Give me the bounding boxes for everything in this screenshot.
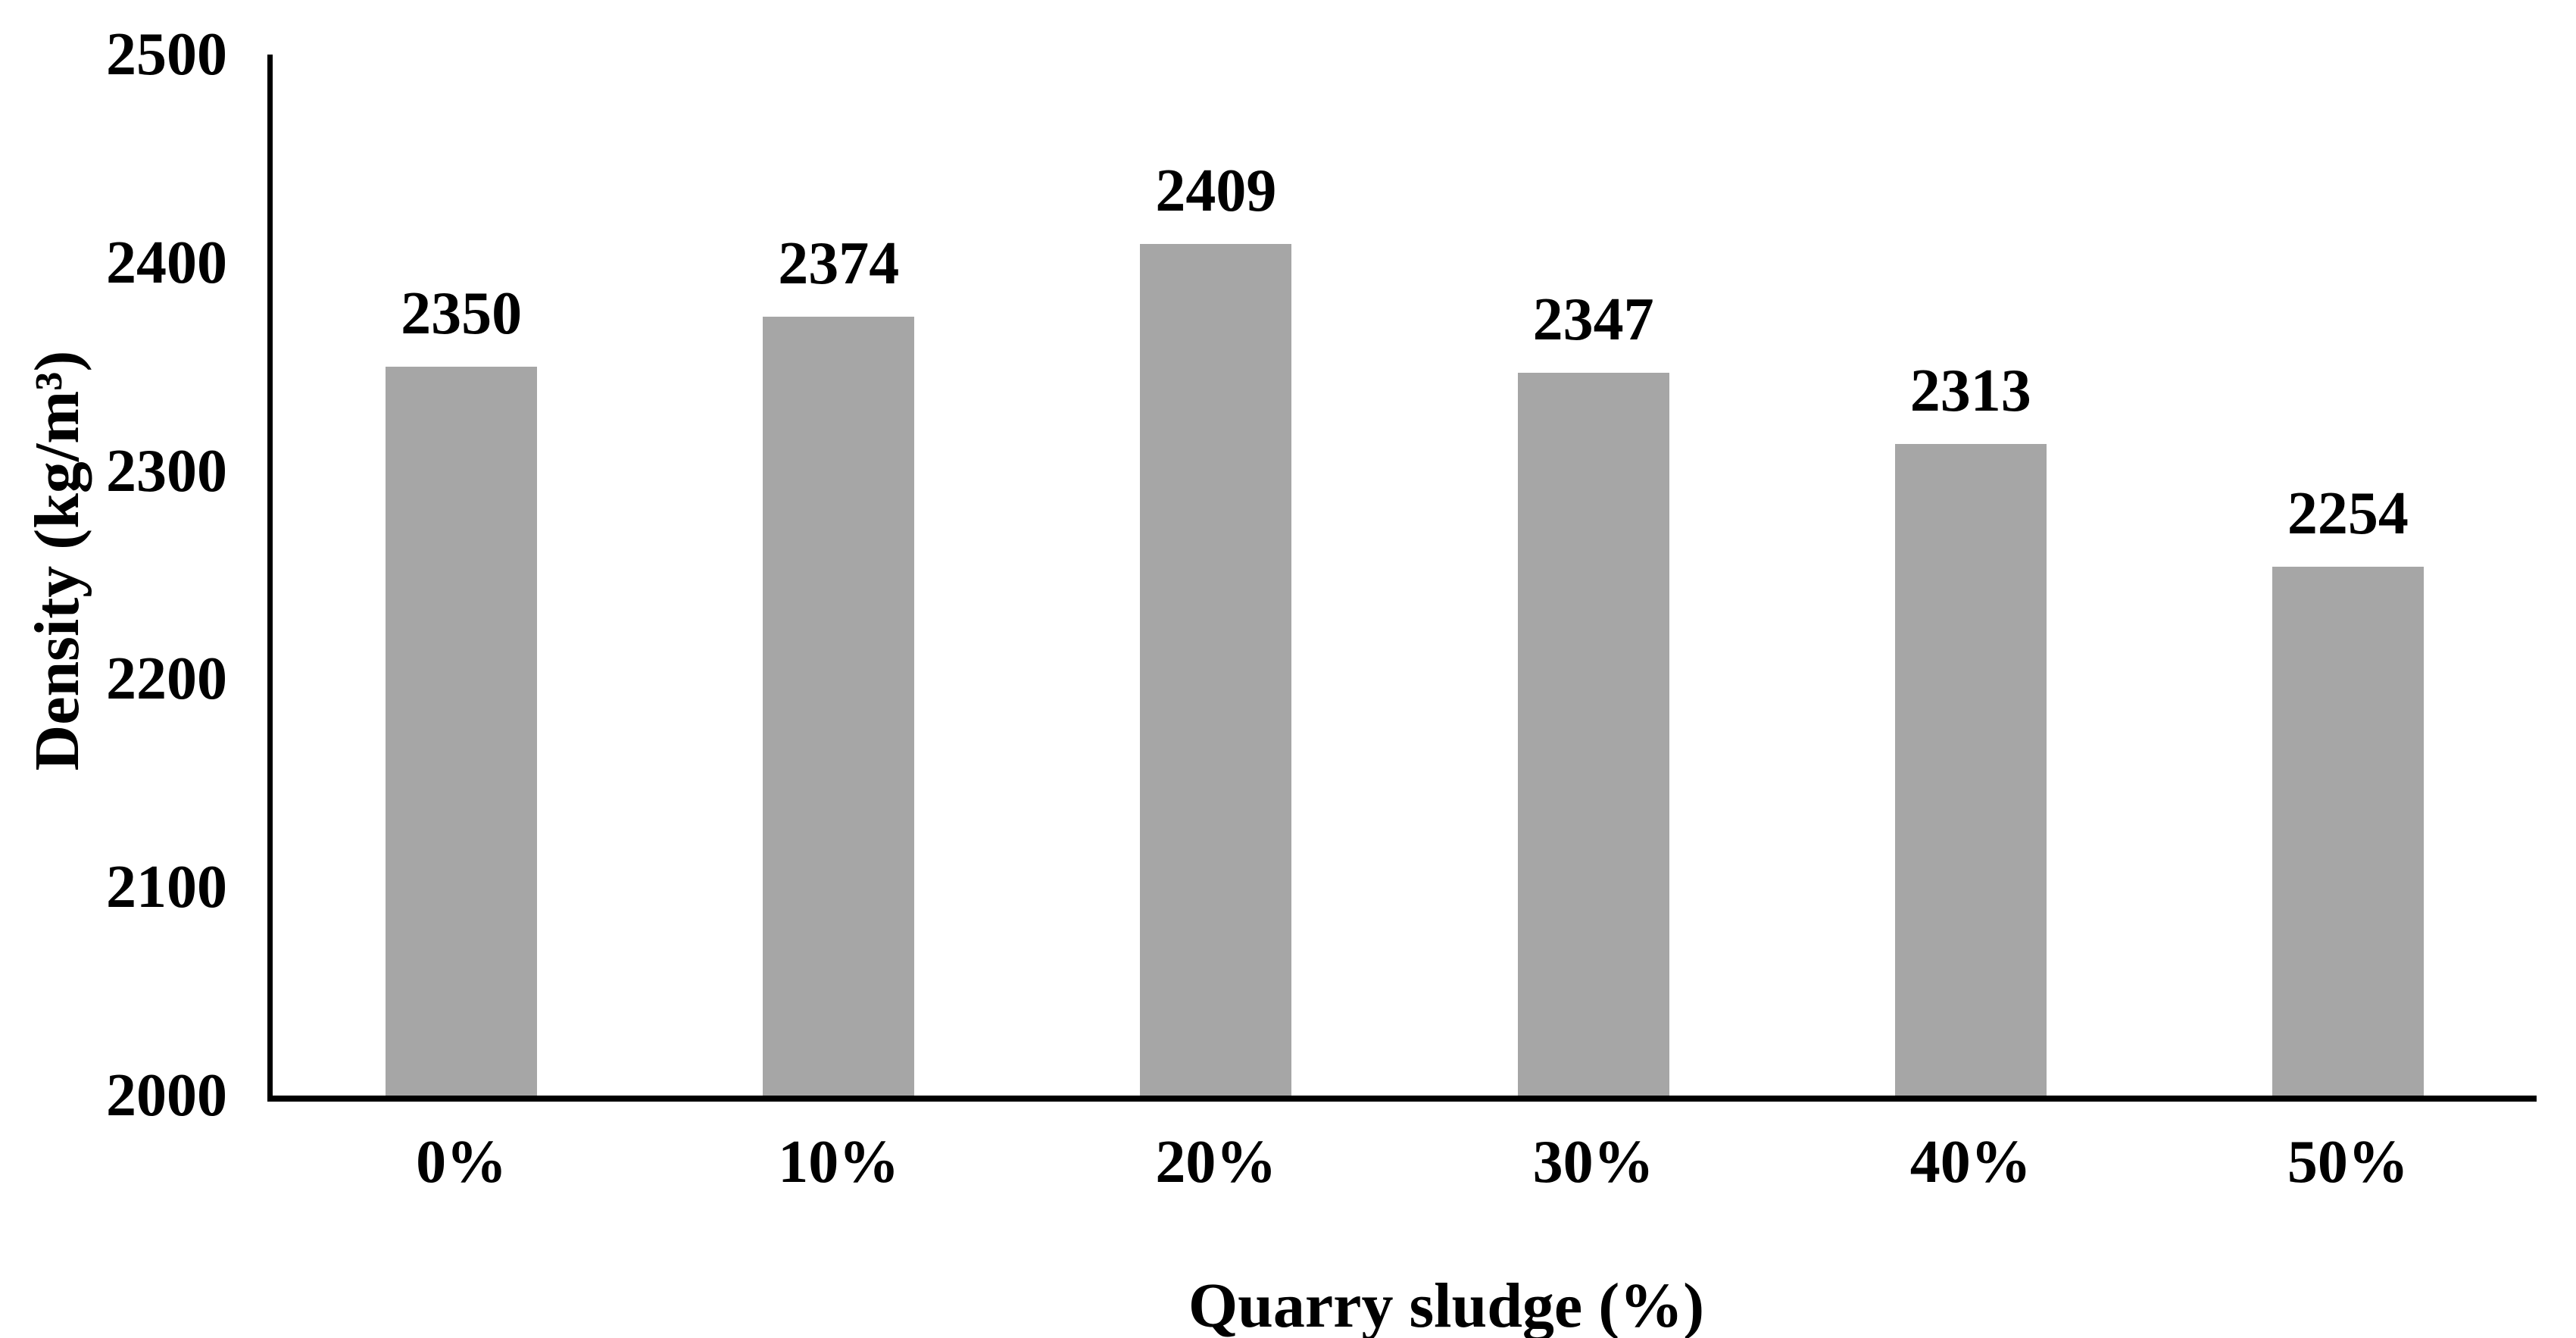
- y-tick-label: 2300: [106, 437, 227, 505]
- bar-value-label: 2347: [1532, 286, 1654, 354]
- x-tick-label: 0%: [416, 1129, 507, 1196]
- plot-area: 2000 2100 2200 2300 2400 2500 2350 0% 2374 10% 240…: [106, 24, 2537, 1193]
- x-axis-title: Quarry sludge (%): [1188, 1271, 1705, 1338]
- x-tick-label: 20%: [1155, 1129, 1277, 1196]
- bar: [1517, 373, 1669, 1096]
- bar-value-label: 2313: [1909, 357, 2031, 424]
- x-tick-label: 30%: [1532, 1129, 1654, 1196]
- x-tick-label: 50%: [2287, 1129, 2409, 1196]
- bar: [1894, 443, 2047, 1096]
- y-tick-label: 2500: [106, 21, 227, 88]
- y-tick-label: 2200: [106, 646, 227, 713]
- bar-value-label: 2254: [2287, 480, 2409, 548]
- bar: [763, 317, 915, 1096]
- bar-value-label: 2350: [401, 280, 523, 348]
- y-tick-label: 2100: [106, 854, 227, 921]
- y-axis-title: Density (kg/m³): [22, 350, 92, 771]
- bar-value-label: 2374: [778, 230, 900, 298]
- x-tick-label: 40%: [1909, 1129, 2031, 1196]
- bar: [1140, 244, 1292, 1096]
- bar-value-label: 2409: [1155, 158, 1277, 225]
- y-tick-label: 2000: [106, 1062, 227, 1129]
- y-tick-label: 2400: [106, 229, 227, 296]
- bar: [386, 367, 538, 1096]
- x-tick-label: 10%: [778, 1129, 900, 1196]
- bar: [2272, 567, 2424, 1096]
